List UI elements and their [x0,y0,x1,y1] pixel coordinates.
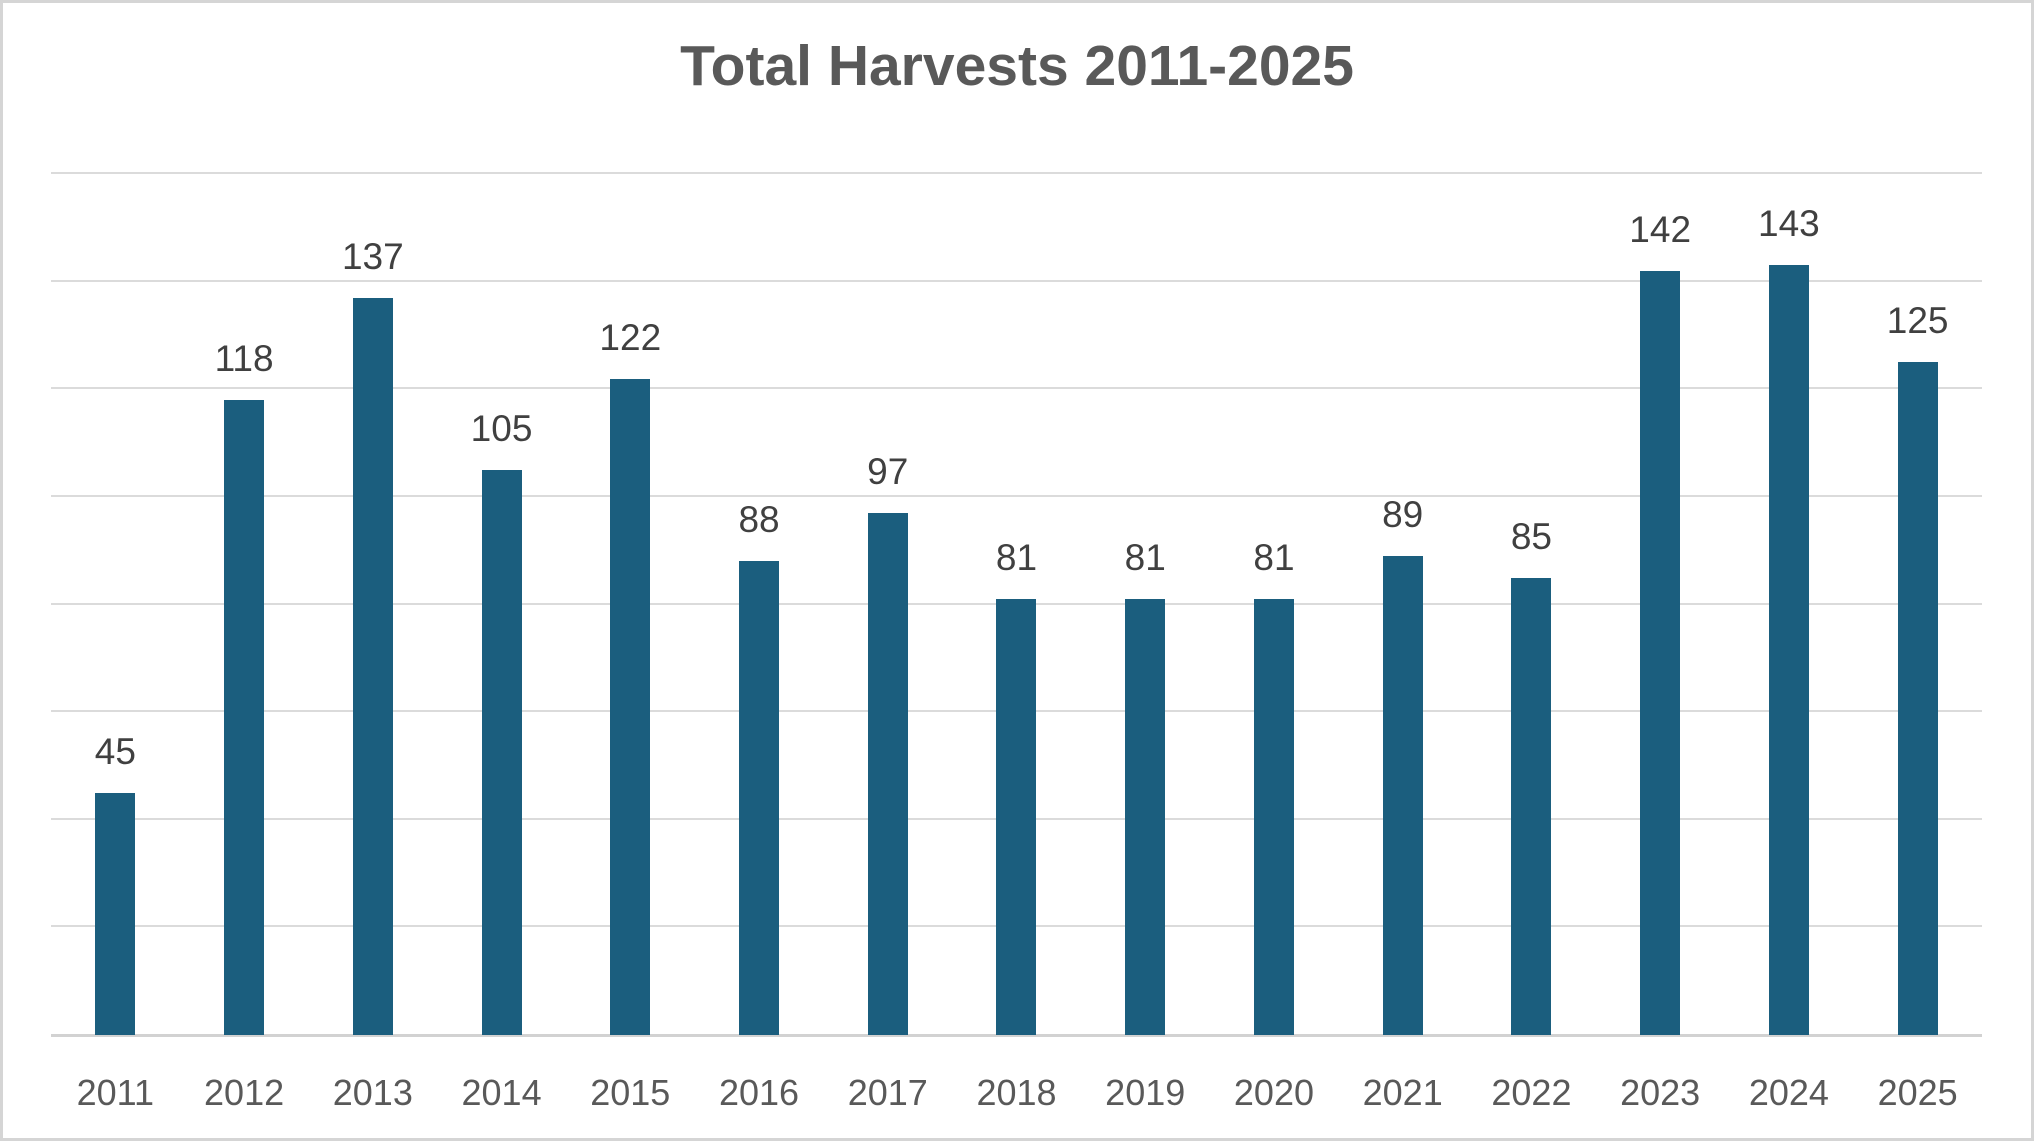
bar-value-label-2017: 97 [867,451,909,493]
bar-value-label-2020: 81 [1253,537,1295,579]
x-axis-label-2024: 2024 [1748,1072,1829,1113]
bar-2014 [481,469,522,1035]
bar-slot-2024: 143 [1725,174,1854,1035]
x-axis-label-2011: 2011 [76,1072,155,1113]
bar-value-label-2023: 142 [1629,208,1692,250]
bar-value-label-2012: 118 [214,338,274,380]
bar-slot-2012: 118 [180,174,309,1035]
bar-value-label-2021: 89 [1382,494,1424,536]
bar-value-label-2013: 137 [341,235,404,277]
bar-2017 [867,513,908,1035]
bar-2016 [739,561,780,1035]
gridline [51,494,1982,497]
bar-2019 [1125,599,1166,1035]
x-axis-label-2019: 2019 [1105,1072,1186,1113]
bar-2013 [352,297,393,1035]
x-axis-labels: 2011 2012 2013 2014 2015 2016 2017 2018 2019 2020… [51,1038,1982,1128]
x-axis-line [51,1034,1982,1037]
x-axis-label-2022: 2022 [1491,1072,1572,1113]
x-axis-label-2025: 2025 [1877,1072,1958,1113]
bar-2018 [996,599,1037,1035]
x-axis-label-2013: 2013 [332,1072,413,1113]
gridline [51,172,1982,174]
x-axis-label-2018: 2018 [976,1072,1057,1113]
bar-2020 [1253,599,1294,1035]
bar-2025 [1897,362,1938,1035]
bar-value-label-2016: 88 [738,499,780,541]
chart-title: Total Harvests 2011-2025 [680,34,1354,98]
x-axis-label-2014: 2014 [461,1072,542,1113]
bar-2015 [610,378,651,1035]
x-axis-label-2012: 2012 [204,1072,285,1113]
bar-slot-2014: 105 [437,174,566,1035]
bar-value-label-2015: 122 [599,316,662,358]
bar-slot-2025: 125 [1853,174,1982,1035]
bar-slot-2019: 81 [1081,174,1210,1035]
bar-slot-2018: 81 [952,174,1081,1035]
bar-2021 [1382,556,1423,1035]
x-axis-label-2017: 2017 [847,1072,928,1113]
bar-value-label-2011: 45 [94,730,136,772]
gridline [51,387,1982,390]
bar-slot-2021: 89 [1338,174,1467,1035]
x-axis-label-2015: 2015 [590,1072,671,1113]
bar-2023 [1640,270,1681,1035]
bar-2022 [1511,577,1552,1035]
x-axis-label-2016: 2016 [718,1072,800,1113]
bar-value-label-2014: 105 [470,407,533,449]
x-axis-label-2023: 2023 [1620,1072,1701,1113]
bar-slot-2015: 122 [566,174,695,1035]
bar-value-label-2022: 85 [1510,515,1552,557]
bar-2012 [224,400,265,1035]
bar-slot-2011: 45 [51,174,180,1035]
bar-slot-2022: 85 [1467,174,1596,1035]
gridline [51,279,1982,282]
bar-slot-2017: 97 [823,174,952,1035]
bar-value-label-2024: 143 [1758,203,1820,245]
bar-slot-2013: 137 [308,174,437,1035]
bar-2011 [95,792,136,1035]
bar-value-label-2019: 81 [1124,537,1166,579]
bar-value-label-2018: 81 [995,537,1038,579]
bar-value-label-2025: 125 [1886,300,1949,342]
x-axis-label-2020: 2020 [1233,1072,1314,1113]
x-axis-label-2021: 2021 [1362,1072,1443,1113]
bar-slot-2016: 88 [695,174,824,1035]
bar-slot-2020: 81 [1210,174,1339,1035]
bar-2024 [1768,265,1809,1035]
plot-area: 45 118 137 105 122 88 97 81 81 81 89 85 142 143 125 [51,172,1982,1037]
bar-slot-2023: 142 [1596,174,1725,1035]
